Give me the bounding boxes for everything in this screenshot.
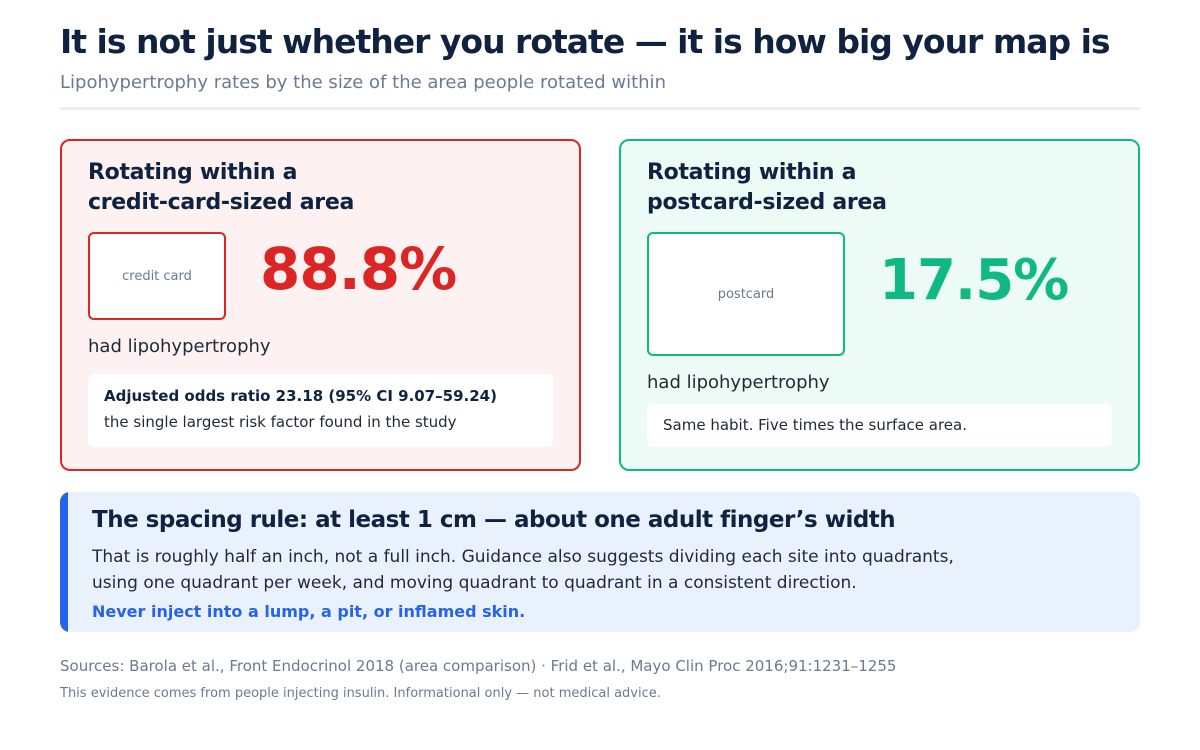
page-title: It is not just whether you rotate — it i… bbox=[60, 22, 1111, 61]
credit-card-comparison-card: Rotating within a credit-card-sized area… bbox=[60, 139, 581, 471]
page-subtitle: Lipohypertrophy rates by the size of the… bbox=[60, 72, 666, 93]
note-text: the single largest risk factor found in … bbox=[104, 413, 457, 431]
header-divider bbox=[60, 107, 1140, 110]
outcome-label: had lipohypertrophy bbox=[647, 372, 830, 393]
card-heading-line1: Rotating within a bbox=[647, 160, 857, 185]
spacing-rule-callout: The spacing rule: at least 1 cm — about … bbox=[60, 492, 1140, 632]
comparison-note: Same habit. Five times the surface area. bbox=[647, 404, 1112, 447]
note-text: Same habit. Five times the surface area. bbox=[663, 416, 967, 434]
sources-citation: Sources: Barola et al., Front Endocrinol… bbox=[60, 657, 897, 675]
rate-value: 88.8% bbox=[260, 235, 457, 303]
postcard-comparison-card: Rotating within a postcard-sized area po… bbox=[619, 139, 1140, 471]
card-heading-line1: Rotating within a bbox=[88, 160, 298, 185]
card-heading-line2: credit-card-sized area bbox=[88, 190, 354, 215]
callout-title: The spacing rule: at least 1 cm — about … bbox=[92, 507, 896, 533]
card-heading: Rotating within a credit-card-sized area bbox=[88, 158, 354, 218]
card-heading: Rotating within a postcard-sized area bbox=[647, 158, 887, 218]
disclaimer: This evidence comes from people injectin… bbox=[60, 686, 661, 701]
note-strong: Adjusted odds ratio 23.18 (95% CI 9.07–5… bbox=[104, 387, 497, 405]
rate-value: 17.5% bbox=[879, 248, 1069, 313]
postcard-shape: postcard bbox=[647, 232, 845, 356]
odds-ratio-note: Adjusted odds ratio 23.18 (95% CI 9.07–5… bbox=[88, 374, 553, 447]
credit-card-shape: credit card bbox=[88, 232, 226, 320]
callout-warning: Never inject into a lump, a pit, or infl… bbox=[92, 602, 526, 621]
shape-label: credit card bbox=[122, 268, 192, 284]
callout-body: That is roughly half an inch, not a full… bbox=[92, 547, 954, 593]
callout-accent-bar bbox=[60, 492, 68, 632]
outcome-label: had lipohypertrophy bbox=[88, 336, 271, 357]
card-heading-line2: postcard-sized area bbox=[647, 190, 887, 215]
shape-label: postcard bbox=[717, 286, 775, 302]
